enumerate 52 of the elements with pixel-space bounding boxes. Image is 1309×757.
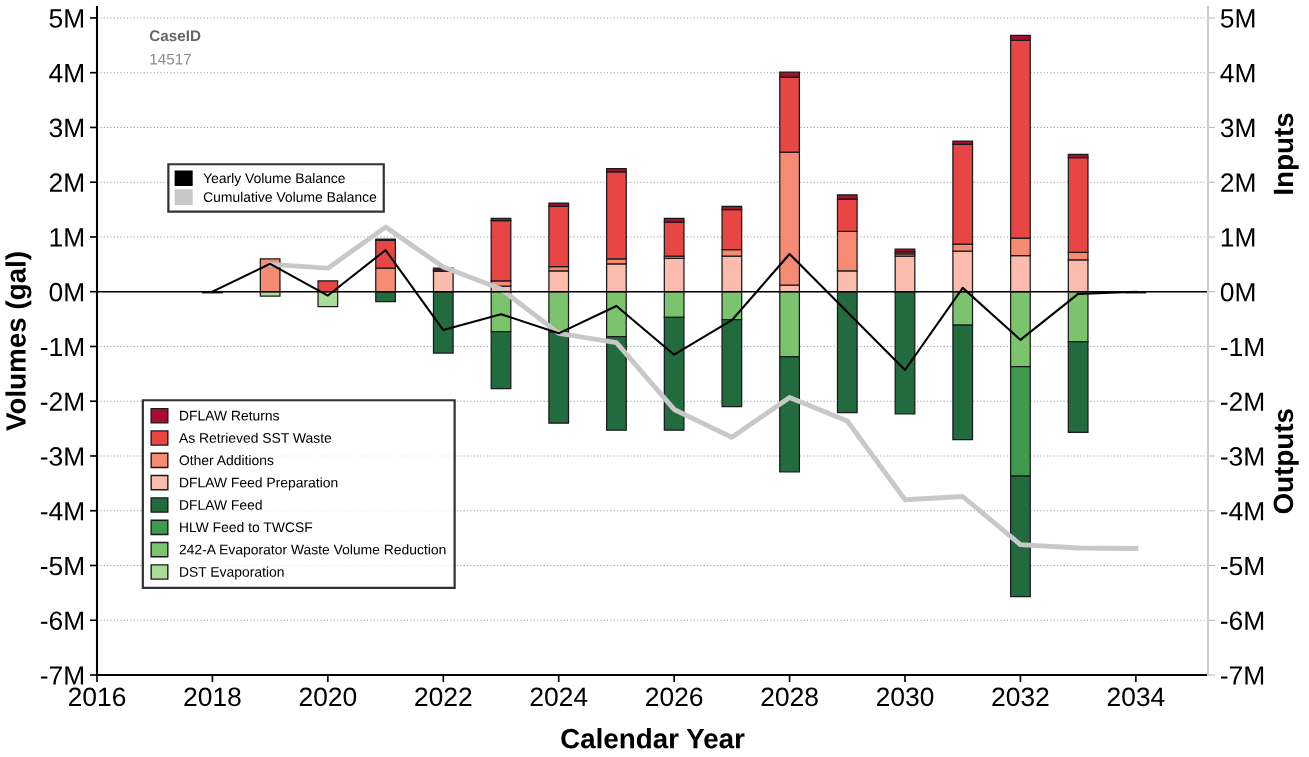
- legend-label: DST Evaporation: [180, 566, 284, 580]
- y2-tick-label: 2M: [1221, 173, 1255, 192]
- y-tick-label: -4M: [40, 502, 84, 521]
- legend-label: Yearly Volume Balance: [203, 172, 345, 186]
- y-tick-label: -1M: [40, 337, 84, 357]
- legend-label: As Retrieved SST Waste: [178, 432, 332, 443]
- legend-label: DFLAW Feed Preparation: [180, 477, 338, 491]
- text: Outputs: [1273, 409, 1299, 514]
- legend-label: Other Additions: [179, 454, 274, 466]
- y-tick-label: -2M: [40, 392, 84, 411]
- y-tick-label: 4M: [49, 64, 84, 83]
- x-tick-label: 2028: [761, 687, 818, 707]
- y2-tick-label: 0M: [1220, 282, 1255, 302]
- y2-tick-label: 1M: [1221, 228, 1255, 247]
- x-tick-label: 2032: [992, 687, 1049, 707]
- x-tick-label: 2034: [1107, 687, 1165, 707]
- y-tick-label: 3M: [49, 118, 84, 138]
- text: Inputs: [1273, 113, 1299, 194]
- annotation: 14517: [150, 53, 191, 65]
- legend-label: DFLAW Returns: [180, 410, 280, 421]
- y-tick-label: 2M: [49, 173, 84, 192]
- y2-tick-label: -4M: [1220, 502, 1264, 521]
- legend-label: 242-A Evaporator Waste Volume Reduction: [179, 544, 446, 558]
- x-tick-label: 2024: [530, 687, 588, 707]
- legend-label: HLW Feed to TWCSF: [180, 521, 313, 533]
- x-tick-label: 2016: [68, 687, 126, 707]
- y-tick-label: 5M: [49, 9, 84, 28]
- x-tick-label: 2030: [876, 687, 934, 707]
- y-tick-label: -5M: [40, 556, 84, 576]
- y-tick-label: 1M: [50, 228, 84, 247]
- y2-tick-label: -3M: [1220, 447, 1264, 466]
- x-tick-label: 2018: [184, 687, 241, 707]
- y2-tick-label: 5M: [1220, 9, 1255, 28]
- y2-tick-label: -6M: [1220, 611, 1264, 631]
- y2-tick-label: -2M: [1220, 392, 1264, 411]
- y-axis-title: Volumes (gal): [5, 252, 32, 431]
- x-axis-title: Calendar Year: [561, 728, 745, 749]
- x-tick-label: 2026: [646, 687, 703, 707]
- y-tick-label: -6M: [40, 611, 84, 631]
- legend-label: Cumulative Volume Balance: [203, 191, 377, 202]
- y2-tick-label: -5M: [1220, 556, 1264, 576]
- legend-label: DFLAW Feed: [180, 499, 262, 510]
- y-tick-label: -3M: [40, 447, 84, 466]
- y2-tick-label: 3M: [1220, 118, 1255, 138]
- x-tick-label: 2020: [299, 687, 357, 707]
- x-tick-label: 2022: [415, 687, 472, 707]
- y2-tick-label: 4M: [1220, 64, 1255, 83]
- y-tick-label: -7M: [40, 666, 84, 685]
- y-tick-label: 0M: [49, 282, 84, 302]
- y2-tick-label: -7M: [1220, 666, 1264, 685]
- y2-tick-label: -1M: [1220, 337, 1264, 357]
- annotation: CaseID: [149, 30, 201, 42]
